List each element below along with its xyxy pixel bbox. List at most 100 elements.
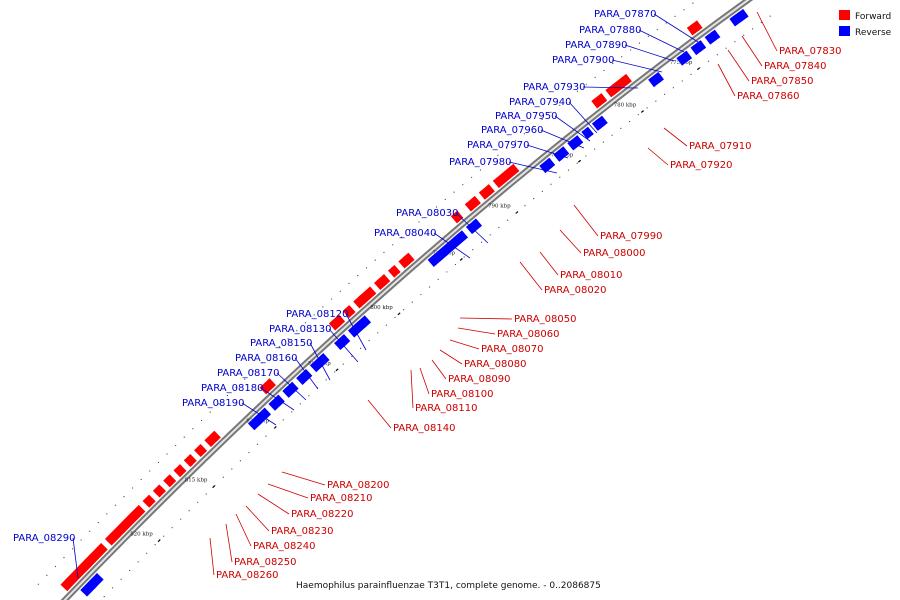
scale-dot — [655, 100, 657, 102]
scale-dot — [129, 569, 131, 572]
scale-dot — [112, 587, 114, 589]
scale-dot — [638, 42, 641, 44]
scale-dot — [515, 212, 517, 214]
gene-block — [59, 542, 109, 593]
scale-dot — [287, 338, 289, 340]
leader-line — [72, 537, 79, 579]
scale-dot — [63, 557, 65, 559]
leader-line — [267, 483, 309, 499]
leader-line — [433, 232, 471, 259]
leader-line — [457, 327, 496, 335]
reverse-gene-label: PARA_07950 — [495, 111, 557, 122]
scale-dot — [533, 197, 535, 200]
scale-dot — [197, 501, 199, 503]
scale-dot — [532, 125, 534, 128]
scale-dot — [157, 461, 160, 464]
scale-dot — [630, 49, 632, 51]
scale-dot — [611, 134, 613, 136]
gene-block — [162, 473, 178, 489]
forward-gene-label: PARA_08210 — [310, 493, 372, 504]
gene-block — [590, 92, 609, 110]
scale-dot — [299, 403, 301, 405]
scale-dot — [463, 256, 465, 258]
scale-dot — [218, 403, 220, 405]
scale-dot — [435, 206, 438, 208]
scale-dot — [665, 22, 667, 24]
scale-dot — [629, 120, 631, 123]
forward-gene-label: PARA_08200 — [327, 480, 389, 491]
gene-block — [604, 73, 633, 99]
scale-dot — [550, 183, 552, 185]
forward-gene-label: PARA_07850 — [751, 76, 813, 87]
scale-dot — [497, 154, 499, 156]
leader-line — [367, 399, 392, 429]
tick-mark — [397, 312, 401, 316]
scale-dot — [131, 487, 134, 489]
forward-gene-label: PARA_07860 — [737, 91, 799, 102]
leader-line — [410, 369, 414, 409]
leader-line — [559, 229, 582, 254]
gene-layer — [59, 8, 750, 598]
scale-dot — [235, 386, 237, 388]
scale-dot — [342, 363, 344, 365]
gene-block — [152, 483, 167, 499]
leader-line — [756, 11, 778, 52]
scale-dot — [183, 436, 185, 438]
gene-block — [685, 19, 704, 37]
scale-dot — [313, 314, 315, 316]
leader-line — [281, 471, 326, 486]
leader-line — [439, 349, 463, 365]
scale-dot — [567, 169, 570, 171]
gene-block — [397, 251, 416, 270]
leader-line — [294, 357, 319, 390]
forward-gene-label: PARA_08100 — [431, 389, 493, 400]
scale-dot — [120, 578, 122, 580]
forward-gene-label: PARA_08010 — [560, 270, 622, 281]
scale-dot — [743, 34, 745, 36]
scale-dot — [331, 298, 333, 300]
reverse-gene-label: PARA_07980 — [449, 157, 511, 168]
scale-dot — [716, 54, 718, 56]
leader-line — [328, 328, 359, 363]
scale-dot — [444, 198, 446, 201]
scale-dot — [180, 518, 182, 520]
scale-dot — [541, 118, 543, 121]
scale-dot — [488, 162, 490, 164]
tick-label: 820 kbp — [130, 532, 153, 538]
scale-dot — [559, 104, 561, 106]
leader-line — [276, 372, 307, 401]
scale-dot — [359, 347, 362, 350]
leader-line — [573, 204, 599, 237]
scale-dot — [427, 213, 429, 216]
leader-line — [653, 13, 699, 43]
gene-block — [647, 71, 665, 89]
gene-block — [104, 504, 147, 547]
scale-dot — [707, 60, 710, 62]
leader-line — [539, 251, 559, 276]
scale-dot — [175, 444, 177, 447]
leader-line — [717, 63, 736, 97]
scale-dot — [205, 493, 207, 495]
legend-forward-swatch — [839, 10, 850, 20]
scale-dot — [420, 293, 422, 296]
scale-dot — [200, 419, 203, 422]
scale-dot — [325, 379, 327, 381]
tick-label: 790 kbp — [488, 204, 511, 210]
scale-dot — [428, 286, 431, 288]
legend-forward-label: Forward — [855, 12, 891, 22]
scale-dot — [231, 468, 233, 470]
reverse-gene-label: PARA_07880 — [579, 25, 641, 36]
leader-line — [568, 101, 598, 134]
scale-dot — [411, 301, 413, 303]
reverse-gene-label: PARA_08150 — [250, 338, 312, 349]
leader-line — [209, 537, 215, 576]
leader-line — [727, 49, 750, 82]
scale-dot — [576, 162, 578, 164]
gene-block — [352, 285, 378, 310]
genome-backbone — [60, 0, 754, 600]
scale-dot — [515, 140, 517, 142]
forward-gene-label: PARA_08050 — [514, 314, 576, 325]
scale-dot — [385, 324, 387, 326]
reverse-gene-label: PARA_08120 — [286, 309, 348, 320]
